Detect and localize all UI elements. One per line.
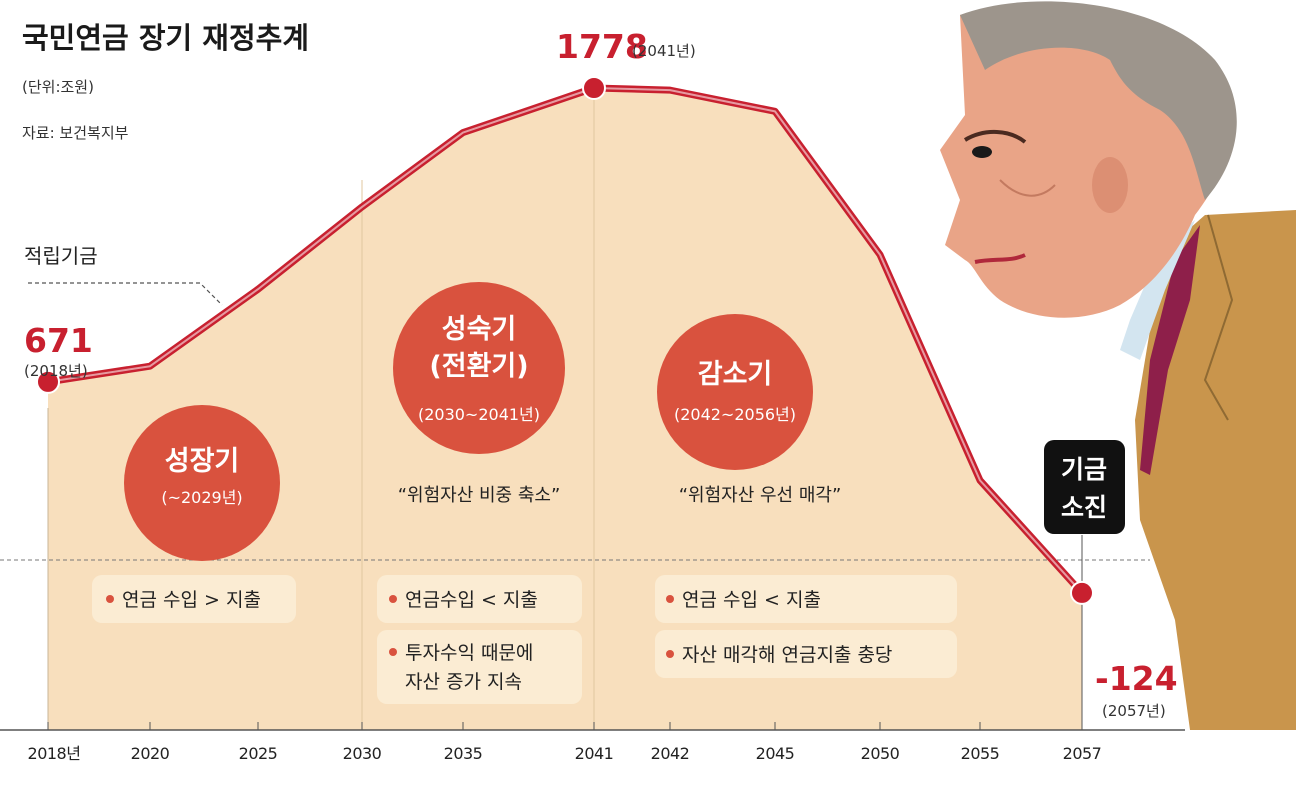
collar-shape	[1120, 220, 1195, 360]
end-value: -124	[1095, 659, 1178, 698]
eyebrow	[963, 129, 1027, 144]
phase-growth-name: 성장기	[165, 446, 240, 477]
phase-mature-note-2: 투자수익 때문에	[405, 642, 533, 664]
x-ticks: 2018년 2020 2025 2030 2035 2041 2042 2045 2050 205…	[28, 722, 1102, 763]
start-value: 671	[24, 321, 93, 360]
x-tick-label: 2042	[651, 744, 690, 763]
phase-mature-note-1: 연금수입 < 지출	[405, 589, 538, 611]
end-year: (2057년)	[1102, 702, 1166, 720]
chart-title: 국민연금 장기 재정추계	[22, 21, 309, 55]
phase-mature-range: (2030~2041년)	[418, 405, 540, 424]
series-label: 적립기금	[24, 244, 98, 268]
depletion-badge-line-2: 소진	[1061, 493, 1107, 522]
phase-mature-quote: “위험자산 비중 축소”	[398, 485, 561, 506]
mouth	[974, 253, 1026, 264]
peak-value: 1778	[556, 27, 648, 66]
vest-shape	[1140, 225, 1200, 475]
bullet-dot	[389, 648, 397, 656]
x-tick-label: 2045	[756, 744, 795, 763]
phase-decline-quote: “위험자산 우선 매각”	[679, 485, 842, 506]
depletion-badge	[1044, 440, 1125, 534]
phase-growth-note-1: 연금 수입 > 지출	[122, 589, 261, 611]
phase-growth-range: (~2029년)	[161, 488, 242, 507]
source-label: 자료: 보건복지부	[22, 124, 129, 142]
unit-label: (단위:조원)	[22, 78, 94, 96]
x-tick-label: 2018년	[28, 744, 81, 763]
cheek-wrinkle	[999, 179, 1056, 197]
x-tick-label: 2035	[444, 744, 483, 763]
phase-mature-name2: (전환기)	[429, 351, 528, 382]
fund-area	[48, 88, 1082, 730]
phase-growth-note-box	[92, 575, 296, 623]
hair-shape	[960, 1, 1237, 201]
phase-decline-note-box-2	[655, 630, 957, 678]
end-point	[1070, 580, 1094, 605]
x-tick-label: 2050	[861, 744, 900, 763]
phase-mature-note-3: 자산 증가 지속	[405, 671, 522, 693]
x-tick-label: 2020	[131, 744, 170, 763]
eye	[972, 146, 992, 158]
peak-year: (2041년)	[632, 42, 696, 60]
x-tick-label: 2030	[343, 744, 382, 763]
series-leader	[28, 282, 223, 306]
old-man-illustration	[940, 1, 1296, 730]
bullet-dot	[666, 650, 674, 658]
x-tick-label: 2057	[1063, 744, 1102, 763]
bullet-dot	[106, 595, 114, 603]
phase-decline-name: 감소기	[698, 359, 773, 390]
peak-point	[582, 76, 606, 100]
phase-growth-circle	[124, 405, 280, 561]
phase-mature-name: 성숙기	[442, 314, 517, 345]
x-tick-label: 2055	[961, 744, 1000, 763]
ear	[1092, 157, 1128, 213]
bullet-dot	[666, 595, 674, 603]
phase-decline-note-box-1	[655, 575, 957, 623]
phase-decline-note-1: 연금 수입 < 지출	[682, 589, 821, 611]
x-tick-label: 2041	[575, 744, 614, 763]
jacket-lapel	[1203, 214, 1234, 421]
bullet-dot	[389, 595, 397, 603]
phase-decline-range: (2042~2056년)	[674, 405, 796, 424]
phase-decline-note-2: 자산 매각해 연금지출 충당	[682, 644, 892, 666]
start-year: (2018년)	[24, 362, 88, 380]
phase-mature-note-box-2	[377, 630, 582, 704]
phase-decline-circle	[657, 314, 813, 470]
phase-mature-circle	[393, 282, 565, 454]
phase-mature-note-box-1	[377, 575, 582, 623]
depletion-badge-line-1: 기금	[1061, 455, 1107, 484]
x-tick-label: 2025	[239, 744, 278, 763]
start-point	[36, 369, 60, 394]
